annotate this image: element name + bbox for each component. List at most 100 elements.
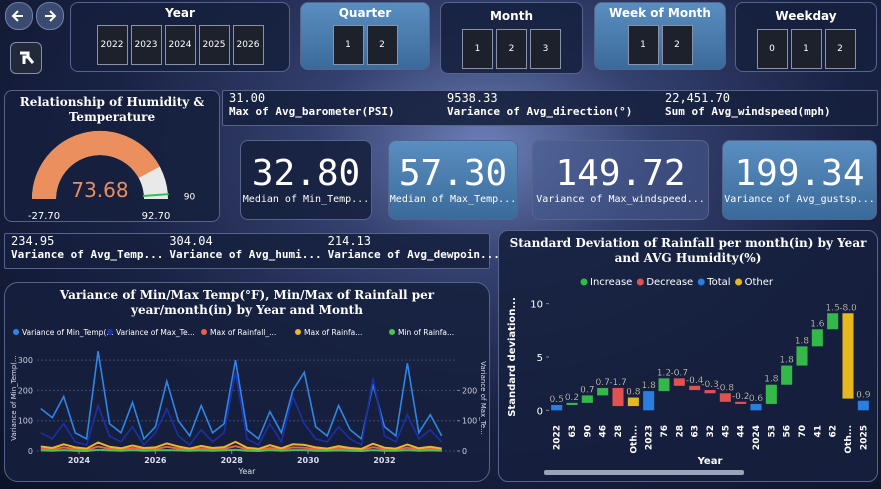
card: 31.00 Max of Avg_barometer(PSI) — [223, 91, 441, 125]
card-value: 9538.33 — [447, 91, 498, 105]
slicer-item[interactable]: 2 — [496, 29, 527, 69]
data-label: 1.5 — [826, 303, 840, 313]
x-tick-label: 2022 — [553, 425, 563, 450]
gauge-target — [142, 193, 169, 197]
logo-button[interactable] — [10, 42, 42, 74]
legend-label: Variance of Min_Temp(... — [22, 328, 114, 337]
gauge-max-label: 92.70 — [142, 211, 171, 221]
x-tick-label: 2030 — [297, 456, 320, 465]
data-label: -0.4 — [686, 376, 704, 386]
legend-label: Max of Rainfall_... — [210, 328, 276, 337]
slicer-item[interactable]: 2 — [661, 25, 693, 65]
x-tick-label: 56 — [783, 425, 793, 438]
slicer-title: Week of Month — [609, 6, 711, 20]
slicer-item[interactable]: 2024 — [164, 25, 196, 65]
data-label: 0.7 — [580, 385, 594, 395]
y-tick-label: 200 — [18, 386, 33, 395]
waterfall-bar — [827, 313, 839, 330]
kpi-label: Variance of Avg_gustsp... — [724, 194, 875, 205]
waterfall-bar — [597, 387, 609, 396]
waterfall-bar — [735, 401, 747, 404]
card: 304.04 Variance of Avg_humi... — [163, 234, 321, 268]
card-label: Sum of Avg_windspeed(mph) — [665, 105, 831, 118]
slicer-item[interactable]: 2025 — [198, 25, 230, 65]
x-tick-label: 2024 — [752, 425, 762, 450]
legend-marker — [295, 329, 301, 335]
x-tick-label: 45 — [721, 425, 731, 438]
legend-label: Decrease — [646, 277, 693, 288]
card-value: 22,451.70 — [665, 91, 731, 105]
legend-marker — [201, 329, 207, 335]
card-value: 214.13 — [327, 234, 372, 248]
x-tick-label: 63 — [568, 425, 578, 438]
data-label: 0.9 — [856, 391, 871, 401]
waterfall-bar — [612, 387, 624, 407]
data-label: 0.7 — [596, 378, 610, 388]
data-label: -0.7 — [671, 368, 689, 378]
slicer-item[interactable]: 1 — [627, 25, 659, 65]
kpi-value: 57.30 — [398, 153, 508, 194]
scrollbar[interactable] — [544, 470, 744, 475]
slicer-item[interactable]: 1 — [462, 29, 493, 69]
data-label: 1.8 — [764, 375, 779, 385]
kpi-label: Median of Max_Temp... — [389, 194, 517, 205]
y-tick-label: 5 — [537, 353, 543, 364]
waterfall-bar — [689, 385, 701, 391]
waterfall-bar — [765, 384, 777, 404]
y-axis-label: Standard deviation... — [507, 297, 518, 417]
x-tick-label: 70 — [798, 425, 808, 438]
slicer-item[interactable]: 0 — [756, 29, 788, 69]
slicer-item[interactable]: 1 — [790, 29, 822, 69]
y-tick-label: 0 — [28, 447, 33, 456]
gauge-panel: Relationship of Humidity & Temperature 9… — [4, 90, 220, 222]
y-tick-label: 10 — [530, 300, 543, 311]
chart-title: Relationship of Humidity & Temperature — [19, 95, 205, 124]
x-tick-label: 2026 — [144, 456, 167, 465]
slicer-item[interactable]: 1 — [332, 25, 364, 65]
y-tick-label: 100 — [18, 417, 33, 426]
data-label: 1.8 — [642, 381, 657, 391]
card-value: 31.00 — [229, 91, 266, 105]
x-tick-label: Oth... — [629, 425, 639, 454]
legend-marker — [107, 329, 113, 335]
data-label: 1.6 — [810, 319, 825, 329]
x-tick-label: 63 — [691, 425, 701, 438]
slicer-item[interactable]: 2023 — [130, 25, 162, 65]
back-button[interactable] — [5, 2, 33, 30]
waterfall-bar — [581, 395, 593, 403]
forward-button[interactable] — [36, 2, 64, 30]
kpi-card: 32.80 Median of Min_Temp... — [240, 140, 372, 220]
kpi-card: 149.72 Variance of Max_windspeed... — [532, 140, 709, 220]
y2-axis-label: Variance of Max_Te... — [479, 361, 487, 434]
slicer-item[interactable]: 2 — [366, 25, 398, 65]
data-label: -0.2 — [732, 392, 750, 402]
slicer-title: Month — [489, 9, 533, 23]
slicer-item[interactable]: 3 — [530, 29, 561, 69]
legend-label: Max of Rainfa... — [304, 328, 362, 337]
x-axis-label: Year — [697, 456, 723, 467]
slicer-item[interactable]: 2 — [824, 29, 856, 69]
slicer-item[interactable]: 2022 — [96, 25, 128, 65]
waterfall-bar — [811, 329, 823, 347]
waterfall-bar — [673, 378, 685, 386]
data-label: -0.3 — [701, 380, 719, 390]
waterfall-bar — [750, 403, 762, 411]
card-label: Variance of Avg_direction(°) — [447, 105, 633, 118]
slicer-title: Year — [165, 6, 195, 20]
waterfall-bar — [566, 402, 578, 405]
x-tick-label: 44 — [737, 425, 747, 438]
waterfall-bar — [551, 405, 563, 411]
legend-marker — [580, 278, 588, 286]
data-label: -0.8 — [717, 383, 735, 393]
line-panel: Variance of Min/Max Temp(°F), Min/Max of… — [4, 282, 490, 482]
card: 214.13 Variance of Avg_dewpoin... — [322, 234, 500, 268]
data-label: 0.5 — [550, 395, 564, 405]
legend-marker — [636, 278, 644, 286]
gauge-value-label: 73.68 — [71, 178, 128, 202]
x-tick-label: 28 — [614, 425, 624, 438]
y2-tick-label: 0 — [462, 447, 467, 456]
card-row: 31.00 Max of Avg_barometer(PSI) 9538.33 Var… — [222, 90, 878, 126]
slicer-item[interactable]: 2026 — [232, 25, 264, 65]
x-tick-label: 28 — [675, 425, 685, 438]
